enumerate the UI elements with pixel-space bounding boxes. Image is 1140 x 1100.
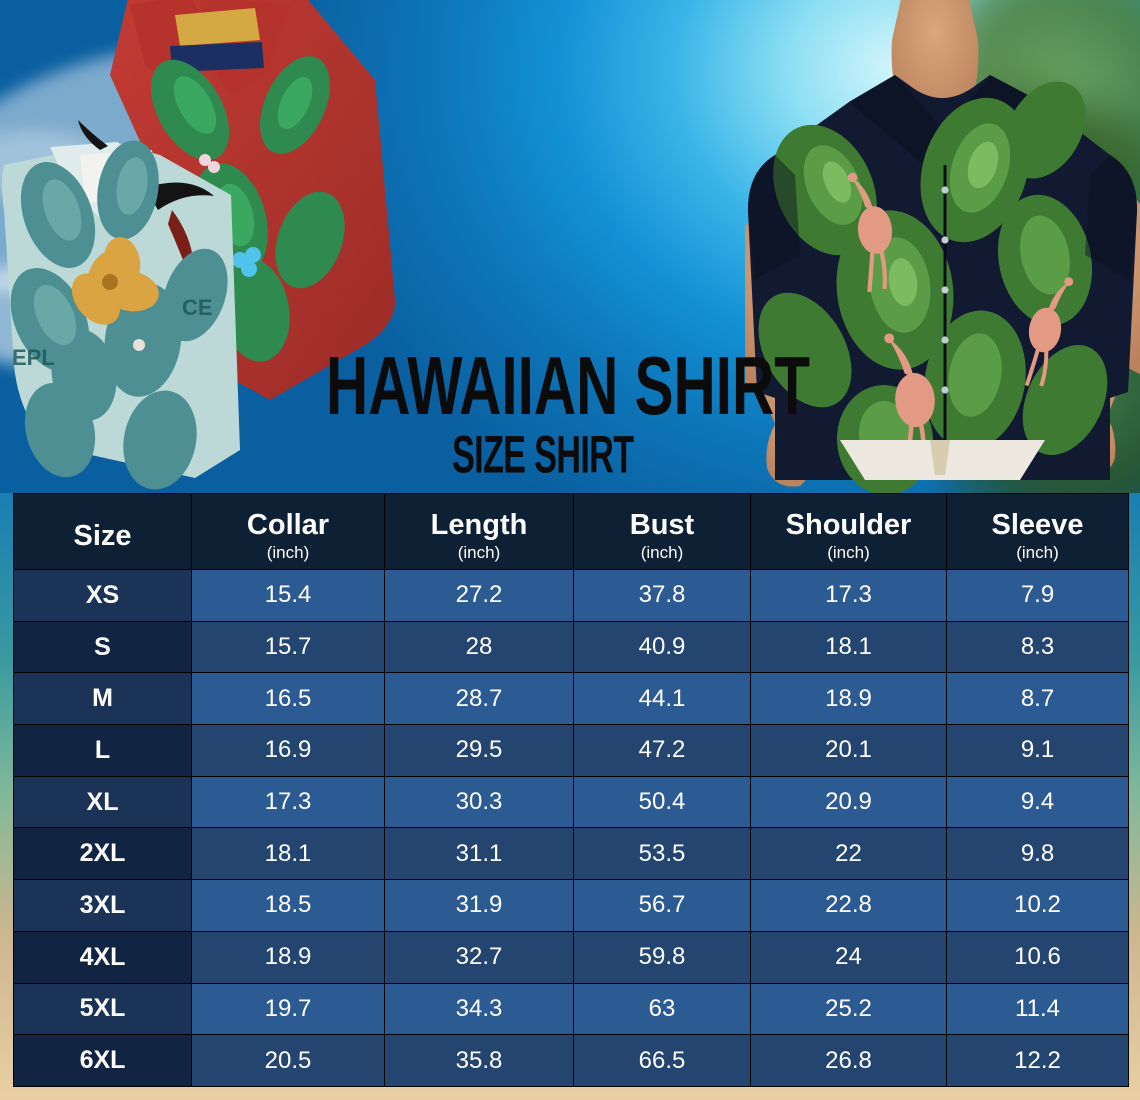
svg-text:EPL: EPL bbox=[12, 345, 55, 370]
svg-text:CE: CE bbox=[182, 295, 213, 320]
